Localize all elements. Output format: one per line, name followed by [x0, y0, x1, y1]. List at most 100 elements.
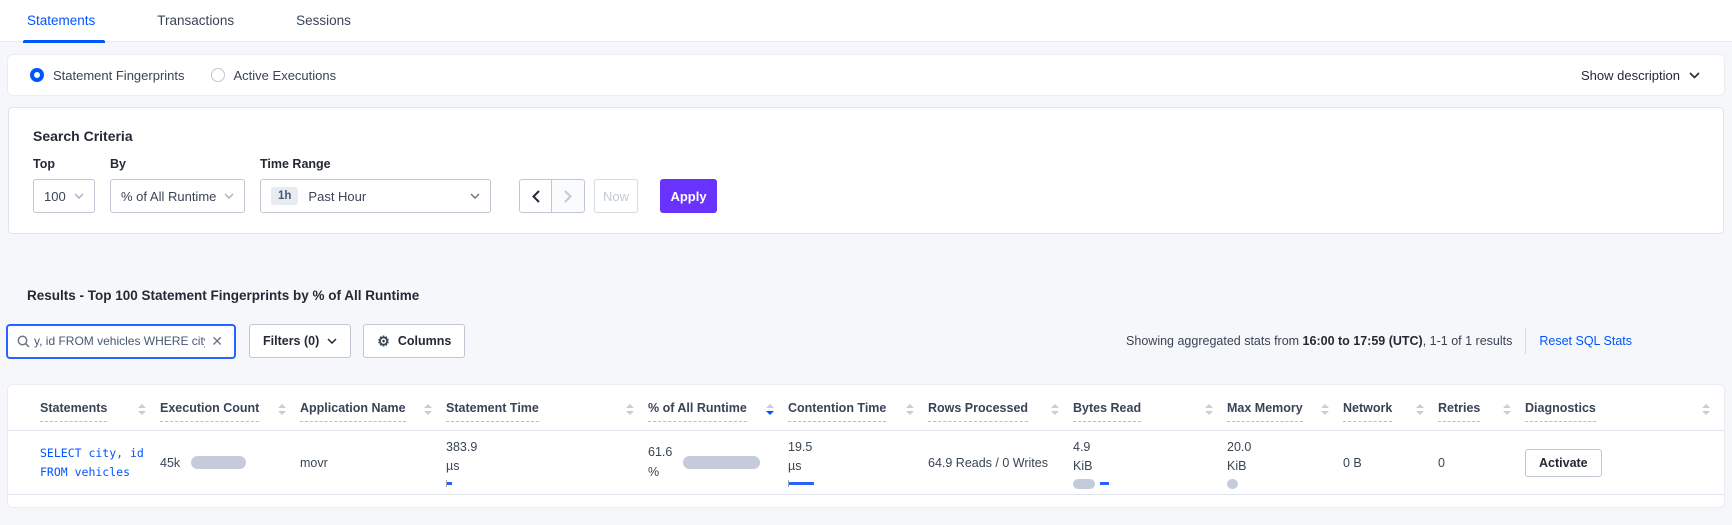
time-range-arrows	[519, 179, 585, 213]
sort-icon[interactable]	[1051, 404, 1059, 415]
vertical-divider	[1525, 328, 1527, 354]
aggregated-stats-text: Showing aggregated stats from 16:00 to 1…	[1126, 334, 1513, 348]
table-header-row: Statements Execution Count Application N…	[8, 385, 1724, 431]
gear-icon: ⚙	[377, 333, 390, 349]
statement-time-cell: 383.9 µs	[446, 438, 648, 488]
col-header-execution-count: Execution Count	[160, 385, 300, 430]
top-label: Top	[33, 157, 55, 171]
radio-statement-fingerprints-label: Statement Fingerprints	[53, 67, 185, 83]
radio-active-executions-label: Active Executions	[233, 67, 337, 83]
sort-icon[interactable]	[1503, 404, 1511, 415]
application-name-value: movr	[300, 455, 328, 470]
chevron-down-icon	[470, 193, 480, 199]
toolbar-right: Showing aggregated stats from 16:00 to 1…	[1126, 328, 1632, 354]
chevron-down-icon	[74, 193, 84, 199]
col-header-statement-time: Statement Time	[446, 385, 648, 430]
bytes-read-cell: 4.9 KiB	[1073, 438, 1227, 489]
previous-time-range-button[interactable]	[519, 179, 552, 213]
col-header-rows-processed: Rows Processed	[928, 385, 1073, 430]
next-time-range-button[interactable]	[552, 179, 585, 213]
statement-search-box: ✕	[6, 323, 236, 359]
bytes-read-bar	[1073, 478, 1227, 489]
view-radio-group: Statement Fingerprints Active Executions	[30, 68, 336, 83]
time-range-value: Past Hour	[308, 188, 367, 204]
max-memory-value: 20.0	[1227, 439, 1252, 454]
statement-time-bar	[446, 480, 648, 488]
show-description-toggle[interactable]: Show description	[1581, 68, 1700, 83]
chevron-left-icon	[531, 189, 540, 203]
by-label: By	[110, 157, 126, 171]
now-button[interactable]: Now	[594, 179, 638, 213]
time-range-select[interactable]: 1h Past Hour	[260, 179, 491, 213]
tab-statements[interactable]: Statements	[22, 0, 106, 43]
retries-value: 0	[1438, 455, 1445, 470]
top-select[interactable]: 100	[33, 179, 95, 213]
sort-icon[interactable]	[1702, 404, 1710, 415]
tab-transactions[interactable]: Transactions	[157, 13, 235, 28]
sort-icon[interactable]	[1416, 404, 1424, 415]
table-row: SELECT city, id FROM vehicles 45k movr 3…	[8, 431, 1724, 495]
sort-icon[interactable]	[278, 404, 286, 415]
radio-selected-icon	[30, 68, 44, 82]
radio-statement-fingerprints[interactable]: Statement Fingerprints	[30, 68, 185, 83]
filters-button[interactable]: Filters (0)	[249, 324, 352, 358]
sort-icon[interactable]	[906, 404, 914, 415]
execution-count-bar	[191, 456, 247, 469]
results-toolbar: ✕ Filters (0) ⚙ Columns Showing aggregat…	[6, 323, 1724, 359]
apply-button[interactable]: Apply	[660, 179, 717, 213]
radio-active-executions[interactable]: Active Executions	[210, 67, 337, 83]
statement-time-unit: µs	[446, 459, 460, 473]
contention-time-value: 19.5	[788, 439, 813, 454]
by-field: By % of All Runtime	[110, 157, 245, 213]
col-header-diagnostics: Diagnostics	[1525, 385, 1724, 430]
stats-time-range: 16:00 to 17:59 (UTC)	[1302, 334, 1423, 348]
sort-icon-active-desc[interactable]	[766, 404, 774, 415]
bytes-read-unit: KiB	[1073, 459, 1093, 473]
sort-icon[interactable]	[1321, 404, 1329, 415]
sort-icon[interactable]	[626, 404, 634, 415]
runtime-pct-bar	[683, 456, 761, 469]
col-header-application-name: Application Name	[300, 385, 446, 430]
columns-button[interactable]: ⚙ Columns	[363, 324, 466, 358]
chevron-down-icon	[224, 193, 234, 199]
col-header-max-memory: Max Memory	[1227, 385, 1343, 430]
retries-cell: 0	[1438, 456, 1525, 470]
contention-time-unit: µs	[788, 459, 802, 473]
tab-sessions[interactable]: Sessions	[296, 13, 351, 28]
runtime-pct-unit: %	[648, 464, 660, 479]
sort-icon[interactable]	[424, 404, 432, 415]
col-header-statements: Statements	[8, 385, 160, 430]
contention-time-bar	[788, 480, 928, 488]
bytes-read-value: 4.9	[1073, 439, 1091, 454]
statement-cell: SELECT city, id FROM vehicles	[8, 444, 160, 481]
time-range-badge: 1h	[271, 187, 299, 205]
network-cell: 0 B	[1343, 456, 1438, 470]
runtime-pct-cell: 61.6 %	[648, 443, 788, 482]
statements-table: Statements Execution Count Application N…	[8, 385, 1724, 507]
view-toggle-card: Statement Fingerprints Active Executions…	[8, 55, 1724, 95]
col-header-runtime-pct: % of All Runtime	[648, 385, 788, 430]
execution-count-value: 45k	[160, 455, 181, 470]
col-header-retries: Retries	[1438, 385, 1525, 430]
network-value: 0 B	[1343, 455, 1362, 470]
by-select[interactable]: % of All Runtime	[110, 179, 245, 213]
sort-icon[interactable]	[1205, 404, 1213, 415]
activate-diagnostics-button[interactable]: Activate	[1525, 448, 1602, 477]
sort-icon[interactable]	[138, 404, 146, 415]
search-input[interactable]	[34, 334, 206, 348]
columns-button-label: Columns	[397, 334, 452, 348]
clear-search-icon[interactable]: ✕	[211, 332, 223, 349]
reset-sql-stats-link[interactable]: Reset SQL Stats	[1539, 334, 1632, 348]
col-header-network: Network	[1343, 385, 1438, 430]
statement-fingerprint-link[interactable]: SELECT city, id FROM vehicles	[40, 446, 144, 479]
chevron-down-icon	[1689, 71, 1700, 79]
search-criteria-title: Search Criteria	[33, 128, 133, 144]
time-range-field: Time Range 1h Past Hour	[260, 157, 491, 213]
top-field: Top 100	[33, 157, 95, 213]
runtime-pct-value: 61.6	[648, 445, 673, 460]
show-description-label: Show description	[1581, 67, 1680, 83]
rows-processed-cell: 64.9 Reads / 0 Writes	[928, 456, 1073, 470]
search-icon	[17, 335, 30, 348]
max-memory-unit: KiB	[1227, 459, 1247, 473]
rows-processed-value: 64.9 Reads / 0 Writes	[928, 455, 1048, 470]
